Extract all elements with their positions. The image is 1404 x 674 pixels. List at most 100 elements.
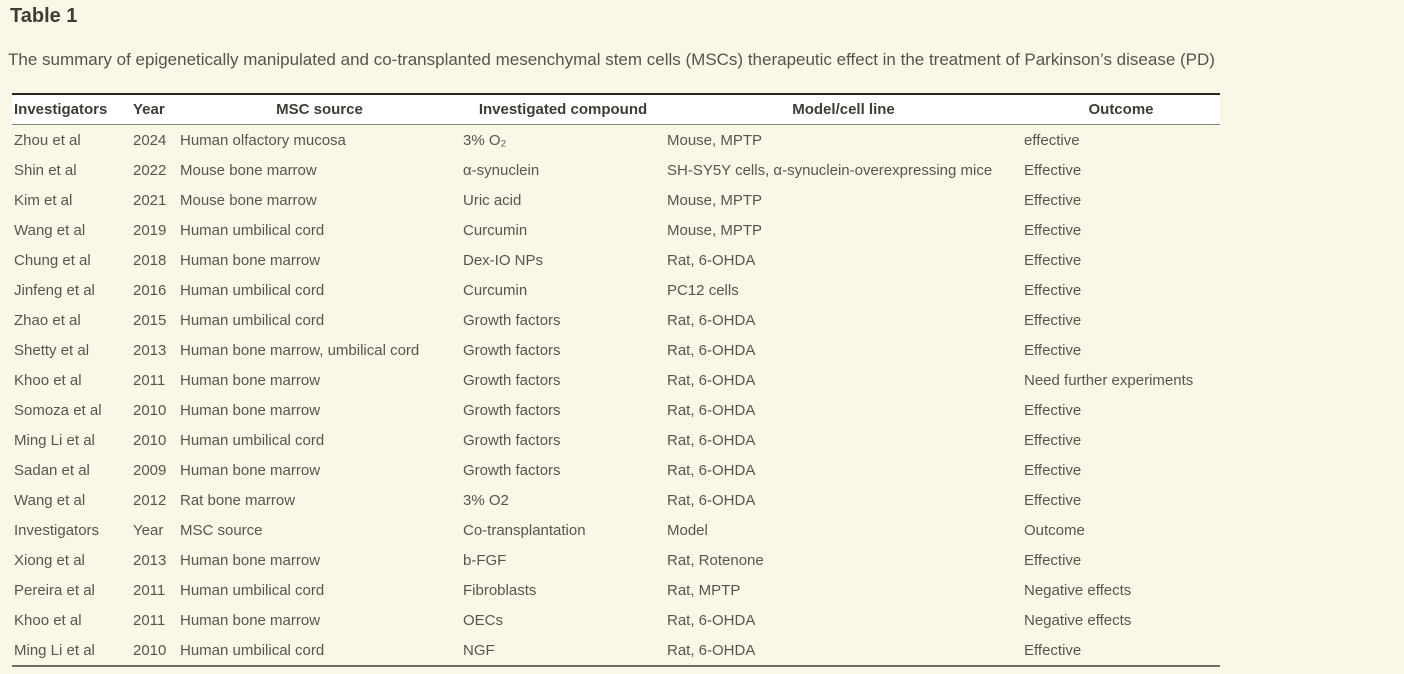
cell-outcome: Negative effects <box>1024 581 1132 599</box>
cell-model-cell-line: Rat, 6-OHDA <box>667 371 756 389</box>
cell-investigated-compound: Fibroblasts <box>463 581 537 599</box>
table-row: Jinfeng et al 2016 Human umbilical cord Cur… <box>12 275 1220 305</box>
cell-msc-source: Human umbilical cord <box>180 311 325 329</box>
cell-outcome: Effective <box>1024 251 1082 269</box>
cell-investigated-compound: Growth factors <box>463 431 561 449</box>
msc-summary-table: Investigators Year MSC source Investigat… <box>12 93 1220 668</box>
table-header-row: Investigators Year MSC source Investigat… <box>12 93 1220 126</box>
cell-investigated-compound: Curcumin <box>463 281 528 299</box>
cell-year: 2022 <box>133 161 167 179</box>
cell-year: Year <box>133 521 164 539</box>
cell-investigators: Chung et al <box>14 251 91 269</box>
column-header-investigators: Investigators <box>12 93 131 126</box>
cell-investigators: Sadan et al <box>14 461 90 479</box>
cell-year: 2016 <box>133 281 167 299</box>
cell-outcome: Outcome <box>1024 521 1085 539</box>
cell-year: 2009 <box>133 461 167 479</box>
cell-msc-source: Rat bone marrow <box>180 491 296 509</box>
cell-year: 2013 <box>133 551 167 569</box>
column-header-investigated-compound: Investigated compound <box>461 93 665 126</box>
cell-msc-source: Mouse bone marrow <box>180 191 317 209</box>
table-body: Zhou et al 2024 Human olfactory mucosa 3% O… <box>12 125 1220 668</box>
cell-year: 2011 <box>133 371 166 389</box>
table-row: Xiong et al 2013 Human bone marrow b-FGF Rat… <box>12 545 1220 575</box>
cell-msc-source: Mouse bone marrow <box>180 161 317 179</box>
cell-investigators: Kim et al <box>14 191 73 209</box>
cell-msc-source: Human bone marrow <box>180 461 321 479</box>
cell-model-cell-line: Rat, 6-OHDA <box>667 431 756 449</box>
cell-model-cell-line: Mouse, MPTP <box>667 191 763 209</box>
cell-investigators: Khoo et al <box>14 371 82 389</box>
table-row: Chung et al 2018 Human bone marrow Dex-IO N… <box>12 245 1220 275</box>
table-row: Wang et al 2019 Human umbilical cord Curcum… <box>12 215 1220 245</box>
cell-year: 2018 <box>133 251 167 269</box>
cell-model-cell-line: Model <box>667 521 708 539</box>
cell-msc-source: Human umbilical cord <box>178 635 461 668</box>
cell-investigated-compound: Dex-IO NPs <box>463 251 544 269</box>
cell-outcome: Effective <box>1024 431 1082 449</box>
cell-year: 2010 <box>131 635 178 668</box>
cell-outcome: Effective <box>1024 491 1082 509</box>
table-row: Shetty et al 2013 Human bone marrow, umbil… <box>12 335 1220 365</box>
cell-model-cell-line: Rat, MPTP <box>667 581 741 599</box>
cell-investigators: Wang et al <box>14 491 86 509</box>
table-row: Kim et al 2021 Mouse bone marrow Uric acid M… <box>12 185 1220 215</box>
cell-outcome: Need further experiments <box>1024 371 1194 389</box>
cell-model-cell-line: Rat, Rotenone <box>667 551 764 569</box>
table-row: Shin et al 2022 Mouse bone marrow α-synucle… <box>12 155 1220 185</box>
table-row: Investigators Year MSC source Co-transplant… <box>12 515 1220 545</box>
cell-year: 2012 <box>133 491 167 509</box>
cell-investigators: Investigators <box>14 521 100 539</box>
cell-model-cell-line: Rat, 6-OHDA <box>667 341 756 359</box>
table-row: Sadan et al 2009 Human bone marrow Growth f… <box>12 455 1220 485</box>
cell-outcome: Effective <box>1024 551 1082 569</box>
cell-msc-source: Human umbilical cord <box>180 221 325 239</box>
cell-msc-source: Human bone marrow <box>180 611 321 629</box>
cell-model-cell-line: Mouse, MPTP <box>667 131 763 149</box>
cell-outcome: Effective <box>1024 401 1082 419</box>
cell-model-cell-line: Rat, 6-OHDA <box>667 311 756 329</box>
cell-model-cell-line: SH-SY5Y cells, α-synuclein-overexpressin… <box>667 161 993 179</box>
cell-investigators: Ming Li et al <box>14 431 95 449</box>
table-row: Somoza et al 2010 Human bone marrow Growth … <box>12 395 1220 425</box>
cell-model-cell-line: Rat, 6-OHDA <box>667 251 756 269</box>
cell-investigated-compound: α-synuclein <box>463 161 540 179</box>
cell-year: 2011 <box>133 611 166 629</box>
table-row: Ming Li et al 2010 Human umbilical cord Gro… <box>12 425 1220 455</box>
cell-investigators: Wang et al <box>14 221 86 239</box>
cell-model-cell-line: Rat, 6-OHDA <box>667 401 756 419</box>
table-row: Khoo et al 2011 Human bone marrow OECs Rat, … <box>12 605 1220 635</box>
cell-investigators: Zhao et al <box>14 311 81 329</box>
cell-investigators: Pereira et al <box>14 581 95 599</box>
cell-investigated-compound: b-FGF <box>463 551 507 569</box>
cell-outcome: Negative effects <box>1024 611 1132 629</box>
cell-year: 2013 <box>133 341 167 359</box>
cell-model-cell-line: Rat, 6-OHDA <box>667 491 756 509</box>
cell-investigated-compound: Curcumin <box>463 221 528 239</box>
cell-investigated-compound: Uric acid <box>463 191 522 209</box>
cell-investigated-compound: 3% O2 <box>463 491 509 509</box>
cell-outcome: Effective <box>1022 635 1220 668</box>
cell-investigators: Somoza et al <box>14 401 102 419</box>
table-row: Ming Li et al 2010 Human umbilical cord NGF… <box>12 635 1220 668</box>
cell-msc-source: Human bone marrow <box>180 551 321 569</box>
cell-model-cell-line: Rat, 6-OHDA <box>665 635 1022 668</box>
table-row: Khoo et al 2011 Human bone marrow Growth fa… <box>12 365 1220 395</box>
cell-msc-source: Human olfactory mucosa <box>180 131 346 149</box>
cell-investigated-compound: OECs <box>463 611 504 629</box>
table-row: Wang et al 2012 Rat bone marrow 3% O2 Rat, 6… <box>12 485 1220 515</box>
cell-investigators: Zhou et al <box>14 131 81 149</box>
cell-msc-source: Human bone marrow <box>180 251 321 269</box>
cell-model-cell-line: Rat, 6-OHDA <box>667 461 756 479</box>
table-caption: The summary of epigenetically manipulate… <box>8 50 1215 69</box>
cell-outcome: Effective <box>1024 461 1082 479</box>
table-title: Table 1 <box>10 5 78 27</box>
cell-investigators: Shetty et al <box>14 341 90 359</box>
cell-outcome: Effective <box>1024 281 1082 299</box>
column-header-msc-source: MSC source <box>178 93 461 126</box>
column-header-year: Year <box>131 93 178 126</box>
cell-msc-source: MSC source <box>180 521 263 539</box>
cell-investigated-compound: Growth factors <box>463 341 561 359</box>
table-row: Zhou et al 2024 Human olfactory mucosa 3% O… <box>12 125 1220 156</box>
